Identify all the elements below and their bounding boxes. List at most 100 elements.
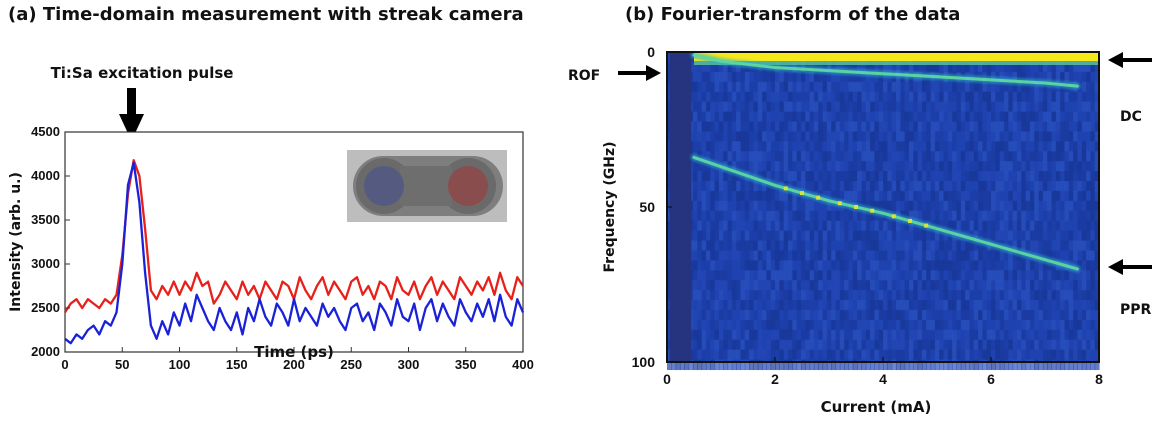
heatmap-cell bbox=[697, 131, 703, 142]
heatmap-cell bbox=[904, 290, 910, 301]
heatmap-cell bbox=[800, 260, 806, 271]
heatmap-cell bbox=[1008, 141, 1014, 152]
heatmap-cell bbox=[844, 171, 850, 182]
heatmap-cell bbox=[1021, 141, 1027, 152]
heatmap-cell bbox=[667, 91, 672, 103]
heatmap-cell bbox=[1060, 71, 1066, 83]
heatmap-cell bbox=[740, 290, 746, 301]
heatmap-cell bbox=[1025, 151, 1031, 162]
heatmap-cell bbox=[783, 200, 789, 212]
excitation-arrow bbox=[119, 88, 144, 141]
heatmap-cell bbox=[848, 280, 854, 291]
heatmap-cell bbox=[969, 220, 975, 232]
heatmap-cell bbox=[913, 171, 919, 182]
heatmap-cell bbox=[1042, 359, 1048, 371]
heatmap-cell bbox=[930, 101, 936, 113]
heatmap-cell bbox=[740, 180, 746, 192]
heatmap-cell bbox=[714, 190, 720, 202]
heatmap-cell bbox=[943, 359, 949, 371]
heatmap-cell bbox=[822, 141, 828, 152]
heatmap-cell bbox=[934, 121, 940, 132]
heatmap-cell bbox=[766, 131, 772, 142]
heatmap-cell bbox=[926, 319, 932, 331]
heatmap-cell bbox=[667, 240, 672, 251]
heatmap-cell bbox=[826, 290, 832, 301]
heatmap-cell bbox=[705, 300, 711, 311]
heatmap-cell bbox=[783, 190, 789, 202]
heatmap-cell bbox=[805, 230, 811, 242]
heatmap-cell bbox=[965, 290, 970, 301]
heatmap-cell bbox=[667, 190, 672, 202]
heatmap-cell bbox=[800, 141, 806, 152]
heatmap-cell bbox=[982, 101, 988, 113]
heatmap-cell bbox=[943, 319, 949, 331]
heatmap-cell bbox=[952, 210, 958, 222]
heatmap-cell bbox=[1047, 280, 1053, 291]
heatmap-cell bbox=[753, 141, 759, 152]
heatmap-cell bbox=[714, 220, 720, 232]
heatmap-cell bbox=[908, 180, 914, 192]
heatmap-cell bbox=[904, 151, 910, 162]
heatmap-cell bbox=[718, 290, 724, 301]
heatmap-cell bbox=[839, 71, 845, 83]
heatmap-cell bbox=[731, 101, 737, 113]
heatmap-cell bbox=[701, 359, 707, 371]
heatmap-cell bbox=[926, 141, 932, 152]
heatmap-cell bbox=[978, 171, 983, 182]
heatmap-cell bbox=[701, 339, 707, 351]
heatmap-cell bbox=[749, 141, 754, 152]
heatmap-cell bbox=[1008, 91, 1014, 103]
heatmap-cell bbox=[844, 250, 850, 261]
heatmap-cell bbox=[956, 349, 962, 361]
heatmap-cell bbox=[943, 101, 949, 113]
heatmap-cell bbox=[822, 240, 828, 251]
heatmap-cell bbox=[1060, 220, 1066, 232]
heatmap-cell bbox=[779, 91, 785, 103]
heatmap-cell bbox=[835, 309, 841, 321]
heatmap-cell bbox=[982, 280, 988, 291]
heatmap-cell bbox=[1094, 171, 1100, 182]
heatmap-cell bbox=[861, 329, 867, 341]
heatmap-cell bbox=[740, 131, 746, 142]
heatmap-cell bbox=[878, 200, 884, 212]
heatmap-cell bbox=[1038, 210, 1044, 222]
heatmap-cell bbox=[969, 300, 975, 311]
heatmap-cell bbox=[900, 309, 906, 321]
heatmap-cell bbox=[667, 250, 672, 261]
heatmap-cell bbox=[714, 151, 720, 162]
heatmap-cell bbox=[921, 141, 927, 152]
heatmap-cell bbox=[826, 190, 832, 202]
heatmap-cell bbox=[878, 359, 884, 371]
heatmap-cell bbox=[1034, 71, 1040, 83]
heatmap-cell bbox=[813, 171, 819, 182]
heatmap-cell bbox=[930, 200, 936, 212]
heatmap-cell bbox=[692, 141, 698, 152]
heatmap-cell bbox=[1034, 309, 1040, 321]
heatmap-cell bbox=[753, 180, 759, 192]
heatmap-cell bbox=[921, 280, 927, 291]
heatmap-cell bbox=[956, 290, 962, 301]
heatmap-cell bbox=[1094, 180, 1100, 192]
heatmap-cell bbox=[960, 220, 966, 232]
heatmap-cell bbox=[1064, 240, 1070, 251]
heatmap-cell bbox=[813, 141, 819, 152]
heatmap-cell bbox=[1051, 91, 1057, 103]
heatmap-cell bbox=[1086, 71, 1091, 83]
heatmap-cell bbox=[1042, 260, 1048, 271]
heatmap-cell bbox=[766, 250, 772, 261]
heatmap-cell bbox=[740, 121, 746, 132]
heatmap-cell bbox=[934, 359, 940, 371]
heatmap-cell bbox=[667, 180, 672, 192]
heatmap-cell bbox=[701, 111, 707, 123]
heatmap-cell bbox=[852, 141, 858, 152]
heatmap-cell bbox=[1073, 141, 1078, 152]
heatmap-cell bbox=[921, 81, 927, 93]
heatmap-cell bbox=[1064, 151, 1070, 162]
heatmap-cell bbox=[1042, 131, 1048, 142]
heatmap-cell bbox=[1029, 329, 1035, 341]
heatmap-cell bbox=[952, 339, 958, 351]
heatmap-cell bbox=[926, 250, 932, 261]
heatmap-cell bbox=[878, 161, 884, 172]
heatmap-cell bbox=[1021, 240, 1027, 251]
heatmap-cell bbox=[1073, 339, 1078, 351]
